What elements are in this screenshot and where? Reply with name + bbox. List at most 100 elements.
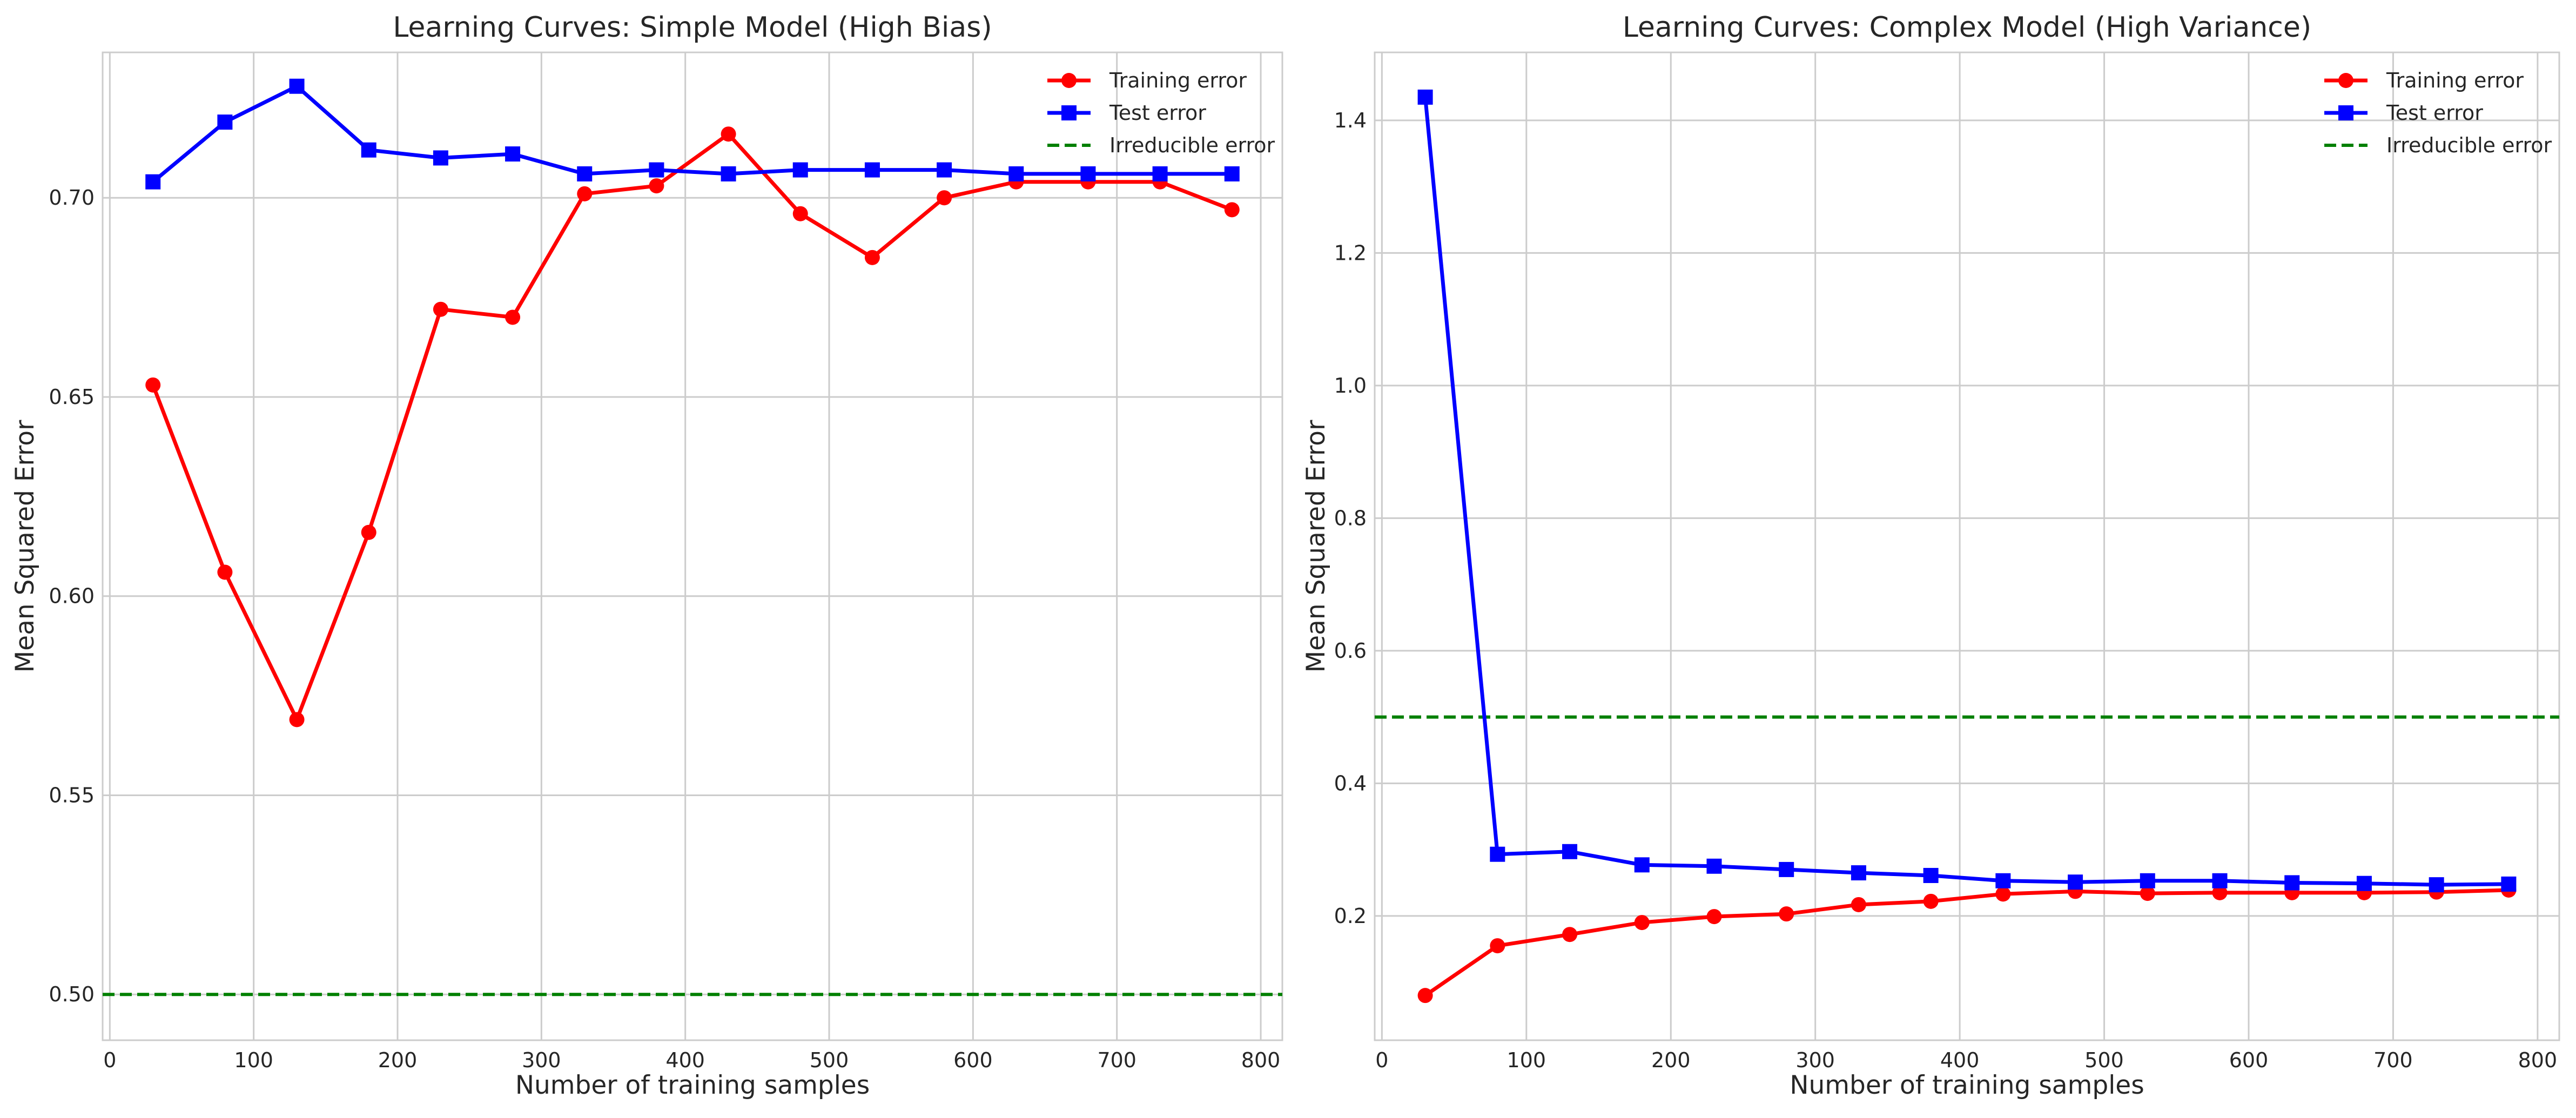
test-error-point	[2140, 873, 2155, 888]
training-error-point	[1417, 988, 1433, 1003]
training-error-point	[649, 178, 664, 194]
y-tick-label: 0.2	[1334, 904, 1367, 928]
test-error-point	[145, 174, 161, 190]
panel-2: 0 100 200 300 400 500 600 700 800 0.2 0.4 0.6 0.8 1.0…	[1301, 11, 2560, 1100]
x-axis-label: Number of training samples	[1790, 1070, 2144, 1100]
training-error-point	[2212, 885, 2228, 900]
training-error-point	[145, 377, 161, 393]
training-error-point	[1634, 915, 1650, 931]
test-error-point	[1080, 166, 1096, 181]
plot-content	[1375, 89, 2559, 1003]
training-error-point	[505, 309, 521, 325]
test-error-point	[577, 166, 593, 181]
test-error-line	[1423, 97, 2509, 887]
x-tick-label: 200	[378, 1048, 418, 1072]
legend-label: Irreducible error	[2386, 133, 2552, 157]
y-tick-label: 0.8	[1334, 506, 1367, 530]
plot-area-frame	[102, 51, 1283, 1041]
y-tick-label: 0.55	[49, 783, 95, 807]
x-tick-label: 400	[1940, 1048, 1980, 1072]
x-tick-label: 800	[2518, 1048, 2558, 1072]
chart-title: Learning Curves: Complex Model (High Var…	[1623, 11, 2311, 44]
y-tick-label: 0.50	[49, 982, 95, 1006]
test-error-point	[289, 78, 305, 94]
y-tick-label: 1.4	[1334, 109, 1367, 132]
training-error-point	[2140, 886, 2155, 901]
x-tick-label: 600	[953, 1048, 993, 1072]
x-axis-label: Number of training samples	[515, 1070, 870, 1100]
test-error-point	[2212, 873, 2228, 888]
y-tick-label: 0.65	[49, 385, 95, 409]
test-error-point	[1851, 865, 1866, 881]
training-error-point	[1224, 202, 1240, 218]
test-error-point	[2068, 874, 2083, 890]
test-error-point	[217, 115, 233, 130]
x-tick-label: 800	[1241, 1048, 1281, 1072]
legend-label: Test error	[1109, 101, 1206, 125]
training-error-line	[1424, 888, 2509, 997]
x-tick-label: 100	[1507, 1048, 1546, 1072]
y-tick-label: 0.70	[49, 186, 95, 210]
x-tick-label: 300	[1795, 1048, 1835, 1072]
legend-swatch-marker	[2338, 105, 2353, 120]
legend-label: Training error	[2386, 69, 2524, 92]
test-error-point	[1490, 846, 1505, 862]
training-error-point	[289, 712, 305, 728]
legend-swatch-marker	[2338, 73, 2353, 88]
test-error-point	[1152, 166, 1168, 181]
training-error-line	[151, 132, 1233, 722]
x-tick-label: 700	[1097, 1048, 1136, 1072]
test-error-point	[937, 162, 952, 178]
test-error-point	[1995, 873, 2011, 888]
test-error-point	[1634, 857, 1650, 873]
x-tick-label: 700	[2373, 1048, 2413, 1072]
plot-area-frame	[1374, 51, 2560, 1041]
training-error-point	[1562, 927, 1578, 942]
legend-label: Training error	[1109, 69, 1247, 92]
test-error-point	[721, 166, 736, 181]
training-error-point	[1923, 893, 1939, 909]
test-error-point	[792, 162, 808, 178]
training-error-point	[217, 564, 233, 580]
legend: Training error Test error Irreducible erro…	[2324, 69, 2552, 157]
test-error-point	[2356, 875, 2372, 891]
test-error-point	[1224, 166, 1240, 181]
training-error-point	[1779, 906, 1794, 922]
test-error-point	[2501, 876, 2517, 892]
training-error-point	[361, 524, 376, 540]
y-tick-label: 1.0	[1334, 374, 1367, 398]
training-error-point	[937, 190, 952, 206]
test-error-point	[1706, 858, 1722, 874]
x-tick-label: 500	[2084, 1048, 2124, 1072]
test-error-point	[1779, 861, 1794, 877]
y-tick-label: 0.4	[1334, 771, 1367, 795]
test-error-point	[2284, 875, 2300, 891]
legend: Training error Test error Irreducible erro…	[1047, 69, 1275, 157]
x-tick-label: 400	[665, 1048, 705, 1072]
training-error-point	[1706, 909, 1722, 925]
x-tick-label: 600	[2229, 1048, 2269, 1072]
y-axis-label: Mean Squared Error	[1301, 420, 1331, 672]
panel-1: 0 100 200 300 400 500 600 700 800 0.50 0.55 0.60 0.6…	[10, 11, 1283, 1100]
x-tick-label: 0	[103, 1048, 116, 1072]
training-error-point	[1490, 938, 1505, 954]
training-error-point	[433, 301, 448, 317]
test-error-point	[433, 150, 448, 166]
x-tick-label: 200	[1651, 1048, 1691, 1072]
test-error-point	[1417, 89, 1433, 105]
training-error-point	[721, 126, 736, 142]
test-error-point	[1562, 844, 1578, 859]
x-tick-label: 0	[1375, 1048, 1388, 1072]
y-axis-label: Mean Squared Error	[10, 420, 40, 672]
test-error-point	[361, 142, 376, 158]
y-tick-label: 0.6	[1334, 639, 1367, 663]
test-error-point	[649, 162, 664, 178]
test-error-point	[2429, 877, 2444, 893]
legend-swatch-marker	[1061, 73, 1077, 88]
y-tick-label: 1.2	[1334, 241, 1367, 265]
test-error-point	[1008, 166, 1024, 181]
training-error-point	[864, 250, 880, 265]
x-tick-label: 500	[810, 1048, 849, 1072]
x-tick-label: 100	[234, 1048, 273, 1072]
